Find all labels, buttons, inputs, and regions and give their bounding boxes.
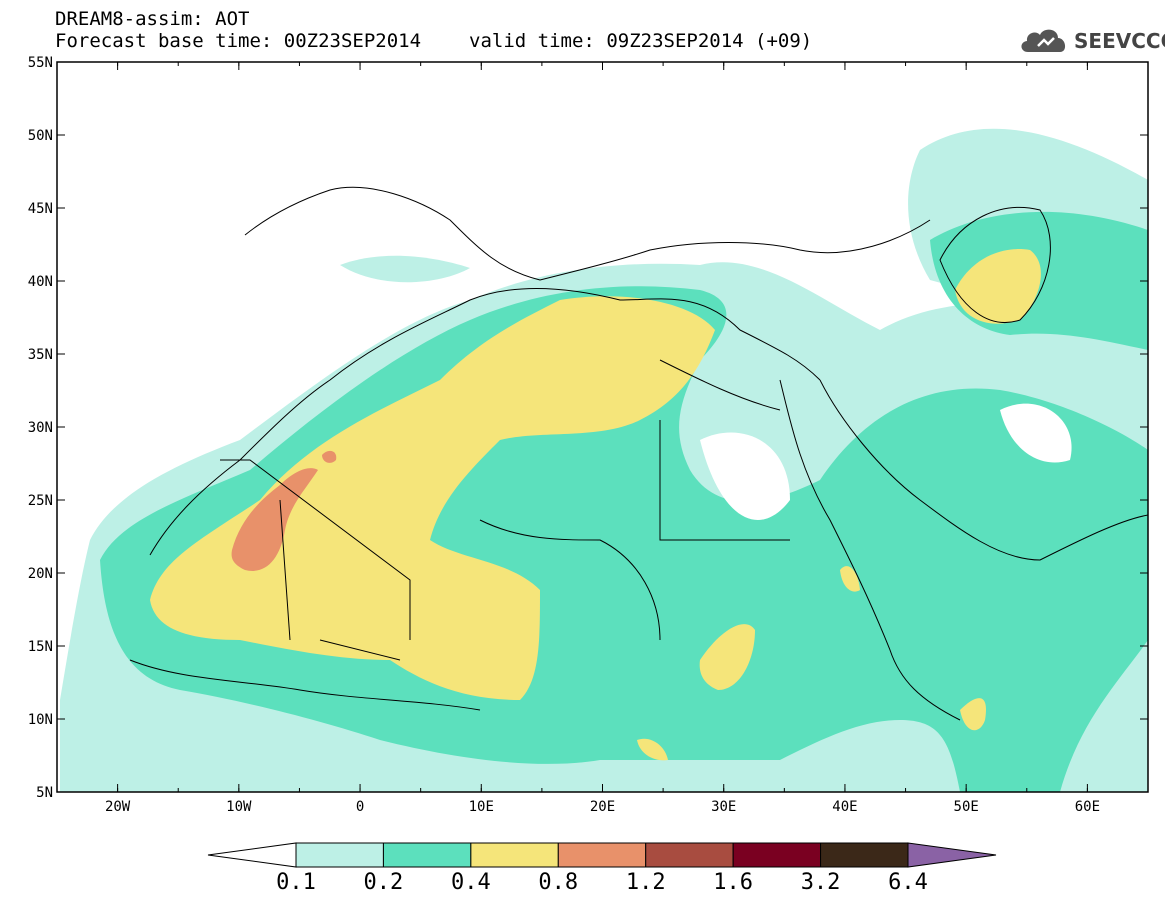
cloud-icon xyxy=(1021,29,1066,52)
colorbar-label: 6.4 xyxy=(888,870,928,895)
lat-tick-label: 15N xyxy=(28,639,53,655)
colorbar-label: 0.4 xyxy=(450,870,491,895)
lat-tick-label: 5N xyxy=(36,785,53,801)
lon-tick-label: 40E xyxy=(832,799,857,815)
lat-tick-label: 20N xyxy=(28,566,53,582)
lat-tick-label: 50N xyxy=(28,128,53,144)
lon-tick-label: 30E xyxy=(711,799,736,815)
lon-tick-label: 0 xyxy=(356,799,364,815)
colorbar-label: 0.1 xyxy=(276,870,316,895)
colorbar-swatch xyxy=(820,842,909,868)
lat-tick-label: 40N xyxy=(28,274,53,290)
lat-tick-label: 35N xyxy=(28,347,53,363)
colorbar-swatch xyxy=(732,842,822,868)
lon-tick-label: 10E xyxy=(469,799,494,815)
lat-tick-label: 45N xyxy=(28,201,53,217)
colorbar-label: 1.6 xyxy=(713,870,754,895)
colorbar-label: 0.2 xyxy=(363,870,404,895)
lat-tick-label: 10N xyxy=(28,712,53,728)
colorbar-swatch xyxy=(295,842,384,868)
colorbar-swatch xyxy=(557,842,647,868)
lon-tick-label: 50E xyxy=(954,799,979,815)
colorbar-over-arrow xyxy=(907,842,997,868)
aot-field xyxy=(57,62,1148,792)
base-time: Forecast base time: 00Z23SEP2014 xyxy=(55,30,422,52)
lat-tick-label: 25N xyxy=(28,493,53,509)
seevccc-logo: SEEVCCC xyxy=(1018,24,1165,58)
lat-tick-label: 30N xyxy=(28,420,53,436)
time-info: Forecast base time: 00Z23SEP2014 valid ti… xyxy=(55,30,812,52)
lon-tick-label: 60E xyxy=(1075,799,1100,815)
lon-tick-label: 20E xyxy=(590,799,615,815)
lon-tick-label: 10W xyxy=(226,799,252,815)
lat-tick-label: 55N xyxy=(28,55,53,71)
colorbar-swatch xyxy=(470,842,559,868)
colorbar-swatch xyxy=(382,842,472,868)
map-title: DREAM8-assim: AOT xyxy=(55,8,250,30)
valid-time: valid time: 09Z23SEP2014 (+09) xyxy=(469,30,813,52)
colorbar-swatch xyxy=(645,842,734,868)
colorbar-under-arrow xyxy=(207,842,297,868)
colorbar-label: 3.2 xyxy=(800,870,841,895)
logo-text: SEEVCCC xyxy=(1074,29,1165,53)
lon-tick-label: 20W xyxy=(105,799,131,815)
colorbar xyxy=(207,842,997,868)
colorbar-label: 0.8 xyxy=(538,870,579,895)
colorbar-label: 1.2 xyxy=(625,870,666,895)
